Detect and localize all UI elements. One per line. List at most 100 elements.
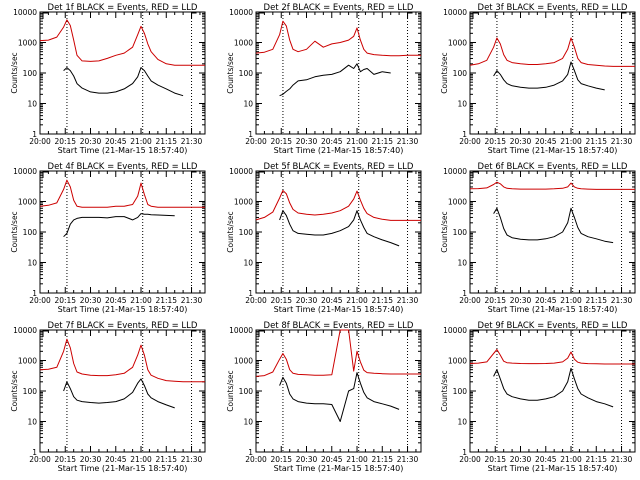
- series-line-black: [493, 61, 605, 91]
- corner-mark-right: [191, 171, 197, 178]
- x-tick-label: 21:30: [611, 296, 633, 305]
- corner-mark-left: [472, 330, 478, 337]
- x-tick-label: 20:00: [29, 455, 51, 464]
- x-tick-label: 20:45: [321, 296, 343, 305]
- corner-markers: [42, 171, 197, 178]
- corner-markers: [258, 12, 413, 19]
- detector-panel-7: Det 7f BLACK = Events, RED = LLD 1 10 100 10…: [10, 321, 206, 473]
- corner-markers: [258, 330, 413, 337]
- y-tick-label: 10000: [443, 167, 467, 176]
- y-tick-label: 1000: [448, 357, 467, 366]
- y-tick-label: 10000: [229, 326, 253, 335]
- panel-title: Det 1f BLACK = Events, RED = LLD: [48, 3, 198, 13]
- corner-mark-left: [258, 171, 264, 178]
- y-tick-label: 100: [239, 387, 254, 396]
- y-tick-label: 1000: [448, 39, 467, 48]
- x-tick-label: 21:15: [371, 137, 393, 146]
- x-tick-label: 20:30: [296, 296, 318, 305]
- x-tick-label: 21:30: [181, 137, 203, 146]
- corner-markers: [472, 171, 627, 178]
- corner-mark-left: [42, 12, 48, 19]
- y-tick-label: 10000: [13, 167, 37, 176]
- x-tick-label: 20:30: [510, 137, 532, 146]
- y-tick-label: 100: [23, 387, 38, 396]
- y-axis-label: Counts/sec: [440, 370, 449, 411]
- corner-mark-left: [42, 330, 48, 337]
- series-line-black: [279, 63, 391, 97]
- corner-mark-left: [472, 12, 478, 19]
- x-tick-label: 20:00: [29, 137, 51, 146]
- panel-title: Det 8f BLACK = Events, RED = LLD: [264, 321, 414, 331]
- series-line-black: [63, 67, 184, 97]
- y-tick-label: 10: [27, 418, 37, 427]
- detector-panel-8: Det 8f BLACK = Events, RED = LLD 1 10 100 10…: [226, 321, 422, 473]
- x-tick-label: 21:15: [155, 296, 177, 305]
- x-tick-label: 21:30: [397, 296, 419, 305]
- corner-mark-left: [258, 12, 264, 19]
- x-tick-label: 20:45: [535, 455, 557, 464]
- x-tick-label: 20:00: [459, 296, 481, 305]
- corner-mark-right: [621, 330, 627, 337]
- x-tick-label: 20:30: [80, 296, 102, 305]
- series-line-red: [255, 20, 421, 57]
- y-tick-label: 1000: [18, 198, 37, 207]
- x-tick-label: 20:30: [510, 296, 532, 305]
- x-tick-label: 20:15: [270, 137, 292, 146]
- x-tick-label: 20:45: [105, 455, 127, 464]
- panel-title: Det 5f BLACK = Events, RED = LLD: [264, 162, 414, 172]
- x-tick-label: 20:30: [510, 455, 532, 464]
- x-tick-label: 21:00: [130, 455, 152, 464]
- x-tick-label: 21:15: [155, 137, 177, 146]
- x-axis-label: Start Time (21-Mar-15 18:57:40): [274, 464, 404, 473]
- x-tick-label: 20:00: [245, 455, 267, 464]
- x-tick-label: 21:15: [371, 296, 393, 305]
- detector-panel-9: Det 9f BLACK = Events, RED = LLD 1 10 100 10…: [440, 321, 636, 473]
- series-line-red: [39, 179, 205, 208]
- panel-title: Det 4f BLACK = Events, RED = LLD: [48, 162, 198, 172]
- detector-panel-2: Det 2f BLACK = Events, RED = LLD 1 10 100 10…: [226, 3, 422, 155]
- y-tick-label: 10: [243, 418, 253, 427]
- y-axis-label: Counts/sec: [10, 370, 19, 411]
- y-tick-label: 1000: [234, 198, 253, 207]
- x-axis-label: Start Time (21-Mar-15 18:57:40): [58, 146, 188, 155]
- y-tick-label: 1: [32, 289, 37, 298]
- x-axis-label: Start Time (21-Mar-15 18:57:40): [488, 146, 618, 155]
- y-tick-label: 1: [248, 448, 253, 457]
- y-tick-label: 1: [462, 130, 467, 139]
- y-tick-label: 100: [453, 228, 468, 237]
- y-tick-label: 1000: [234, 39, 253, 48]
- x-tick-label: 20:15: [484, 296, 506, 305]
- series-line-black: [279, 210, 400, 247]
- y-tick-label: 10000: [443, 8, 467, 17]
- x-tick-label: 20:45: [535, 296, 557, 305]
- y-tick-label: 100: [23, 228, 38, 237]
- y-tick-label: 10000: [229, 8, 253, 17]
- x-tick-label: 20:15: [54, 455, 76, 464]
- corner-markers: [258, 171, 413, 178]
- y-axis-label: Counts/sec: [440, 52, 449, 93]
- y-tick-label: 1000: [448, 198, 467, 207]
- x-tick-label: 20:30: [296, 137, 318, 146]
- plot-frame: [469, 11, 636, 135]
- x-tick-label: 20:00: [245, 137, 267, 146]
- x-tick-label: 21:00: [560, 455, 582, 464]
- x-tick-label: 20:00: [245, 296, 267, 305]
- series-line-black: [493, 367, 614, 408]
- y-axis-label: Counts/sec: [226, 370, 235, 411]
- y-axis-label: Counts/sec: [226, 211, 235, 252]
- corner-mark-right: [621, 12, 627, 19]
- y-tick-label: 10: [27, 100, 37, 109]
- x-tick-label: 21:00: [346, 137, 368, 146]
- corner-mark-left: [42, 171, 48, 178]
- x-tick-label: 20:30: [80, 137, 102, 146]
- corner-mark-right: [191, 12, 197, 19]
- x-tick-label: 20:45: [535, 137, 557, 146]
- x-tick-label: 21:00: [346, 296, 368, 305]
- detector-panel-5: Det 5f BLACK = Events, RED = LLD 1 10 100 10…: [226, 162, 422, 314]
- x-tick-label: 20:45: [321, 137, 343, 146]
- corner-mark-right: [191, 330, 197, 337]
- x-tick-label: 21:30: [611, 455, 633, 464]
- x-tick-label: 20:15: [484, 137, 506, 146]
- panel-title: Det 7f BLACK = Events, RED = LLD: [48, 321, 198, 331]
- x-tick-label: 20:30: [296, 455, 318, 464]
